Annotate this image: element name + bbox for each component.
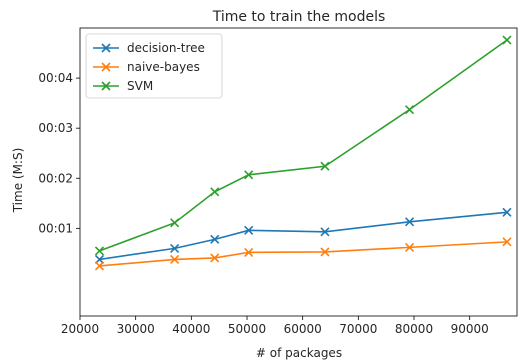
- legend-marker-svm: [101, 81, 111, 91]
- data-point-naive-bayes: [502, 237, 512, 247]
- data-point-decision-tree: [244, 225, 254, 235]
- y-axis-title: Time (M:S): [11, 148, 25, 214]
- data-point-svm: [170, 218, 180, 228]
- data-point-naive-bayes: [404, 242, 415, 252]
- data-point-svm: [404, 105, 415, 115]
- plot-frame: [79, 27, 518, 317]
- series-naive-bayes: [94, 237, 512, 271]
- legend: decision-tree naive-bayes SVM: [85, 33, 223, 99]
- legend-box: [85, 33, 223, 99]
- data-point-svm: [244, 170, 254, 180]
- x-tick-label: 50000: [228, 322, 266, 336]
- data-point-svm: [210, 187, 220, 197]
- x-axis-title: # of packages: [256, 346, 342, 360]
- x-tick-label: 40000: [172, 322, 210, 336]
- y-tick-label: 00:02: [38, 171, 73, 185]
- x-tick-label: 70000: [339, 322, 377, 336]
- x-tick-label: 20000: [61, 322, 99, 336]
- data-point-naive-bayes: [210, 253, 220, 263]
- data-point-decision-tree: [320, 227, 330, 237]
- data-point-naive-bayes: [244, 247, 254, 257]
- legend-label-naive-bayes: naive-bayes: [127, 60, 200, 74]
- data-point-svm: [502, 35, 512, 45]
- legend-label-svm: SVM: [127, 79, 153, 93]
- data-point-decision-tree: [94, 254, 105, 264]
- y-tick-label: 00:01: [38, 221, 73, 235]
- x-tick-label: 30000: [117, 322, 155, 336]
- data-point-naive-bayes: [320, 247, 330, 257]
- x-tick-label: 90000: [451, 322, 489, 336]
- chart-title: Time to train the models: [212, 9, 386, 25]
- legend-marker-decision-tree: [101, 43, 111, 53]
- data-point-naive-bayes: [94, 261, 105, 271]
- series-line-naive-bayes: [99, 241, 508, 267]
- data-point-svm: [320, 161, 330, 171]
- y-tick-label: 00:04: [38, 71, 73, 85]
- series-svm: [94, 35, 512, 256]
- data-point-decision-tree: [404, 217, 415, 227]
- data-point-svm: [94, 246, 105, 256]
- x-tick-label: 60000: [284, 322, 322, 336]
- y-tick-label: 00:03: [38, 121, 73, 135]
- data-point-decision-tree: [502, 207, 512, 217]
- legend-marker-naive-bayes: [101, 62, 111, 72]
- data-point-naive-bayes: [170, 254, 180, 264]
- legend-label-decision-tree: decision-tree: [127, 41, 205, 55]
- series-decision-tree: [94, 207, 512, 264]
- data-point-decision-tree: [170, 243, 180, 253]
- data-point-decision-tree: [210, 234, 220, 244]
- x-tick-label: 80000: [395, 322, 433, 336]
- plot-area: 20000 30000 40000 50000 60000 70000 80000 90000…: [38, 27, 518, 336]
